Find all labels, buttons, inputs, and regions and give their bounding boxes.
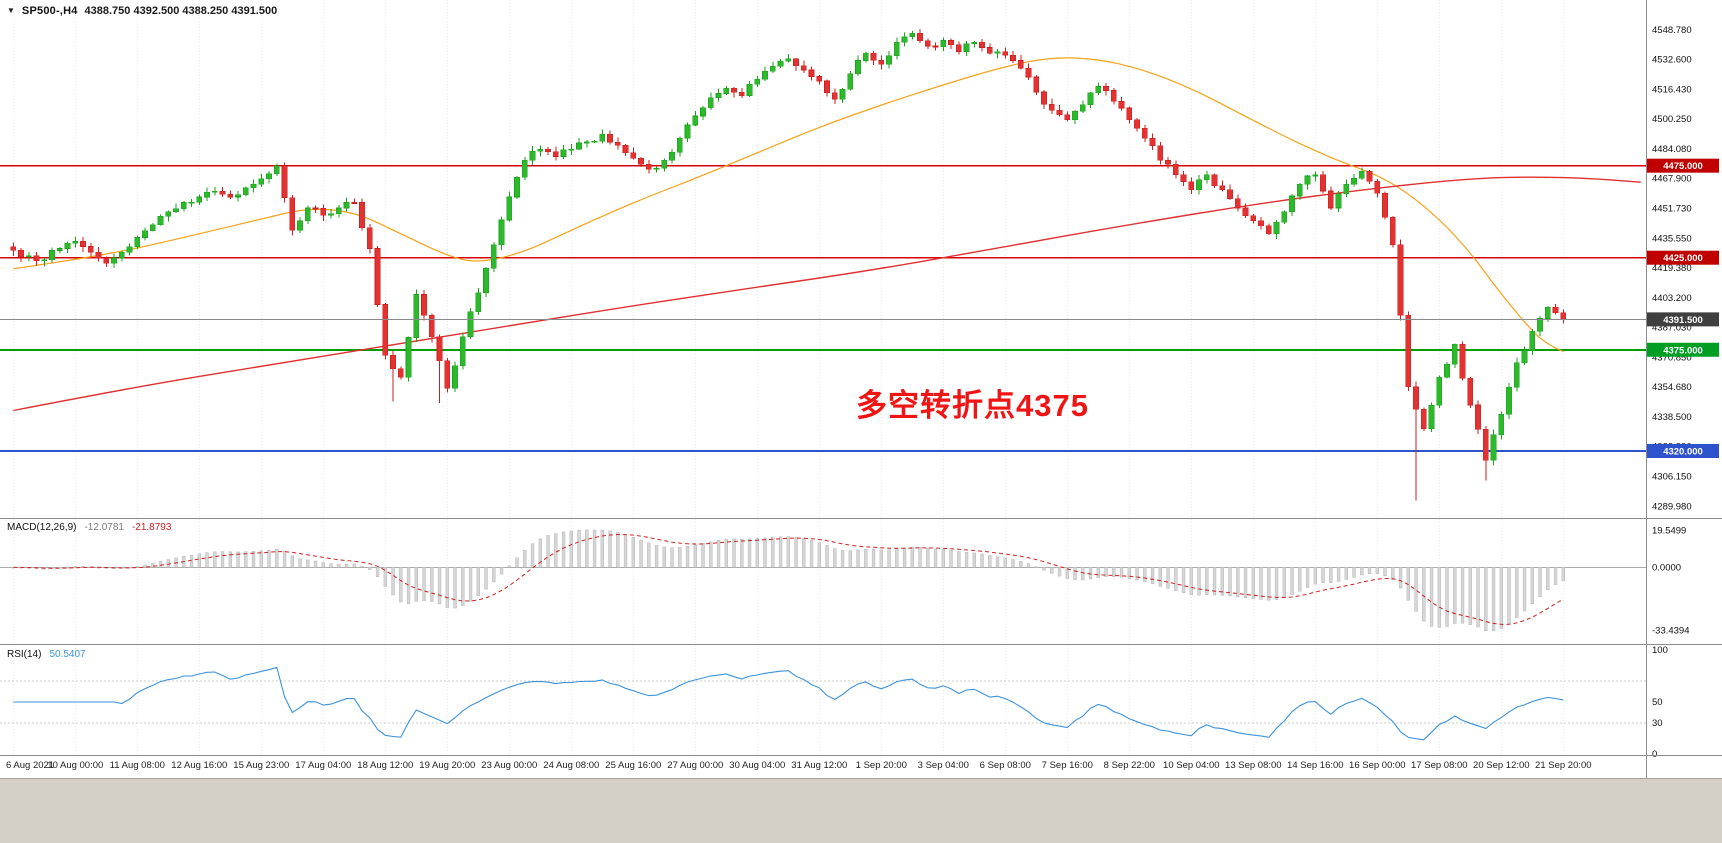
price-badge: 4475.000 [1663,161,1703,172]
time-axis-label: 17 Sep 08:00 [1411,760,1468,771]
rsi-axis-tick: 50 [1652,697,1663,708]
time-axis-label: 13 Sep 08:00 [1225,760,1282,771]
time-axis-label: 10 Aug 00:00 [47,760,103,771]
price-axis-tick: 4532.600 [1652,55,1692,66]
rsi-axis-tick: 100 [1652,645,1668,656]
candles[interactable] [10,29,1567,501]
time-axis-label: 31 Aug 12:00 [791,760,847,771]
horizontal-level-lines [0,164,1646,452]
panel-separators [0,518,1722,756]
price-axis-tick: 4484.080 [1652,144,1692,155]
time-axis-label: 24 Aug 08:00 [543,760,599,771]
time-axis-label: 6 Aug 2021 [6,760,54,771]
price-axis-tick: 4306.150 [1652,471,1692,482]
ohlc-values: 4388.750 4392.500 4388.250 4391.500 [84,5,278,17]
price-badges: 4475.000 4425.000 4391.500 4375.000 4320.000 [1647,158,1719,458]
rsi-axis-tick: 30 [1652,718,1663,729]
time-axis-label: 19 Aug 20:00 [419,760,475,771]
time-axis-label: 8 Sep 22:00 [1104,760,1155,771]
time-axis-label: 12 Aug 16:00 [171,760,227,771]
symbol-dropdown-icon[interactable]: ▼ [7,6,15,15]
price-badge: 4425.000 [1663,253,1703,264]
time-axis-label: 15 Aug 23:00 [233,760,289,771]
rsi-axis-tick: 0 [1652,749,1657,760]
time-axis-label: 14 Sep 16:00 [1287,760,1344,771]
price-axis-tick: 4338.500 [1652,412,1692,423]
macd-signal-line [13,533,1564,625]
price-axis-tick: 4548.780 [1652,25,1692,36]
time-axis-label: 20 Sep 12:00 [1473,760,1530,771]
macd-histogram [0,529,1646,632]
chart-canvas[interactable]: 4548.780 4532.600 4516.430 4500.250 4484.080… [0,0,1722,778]
price-badge: 4320.000 [1663,446,1703,457]
time-axis-label: 17 Aug 04:00 [295,760,351,771]
time-axis-label: 7 Sep 16:00 [1042,760,1093,771]
time-axis-label: 3 Sep 04:00 [918,760,969,771]
time-axis-label: 16 Sep 00:00 [1349,760,1406,771]
rsi-levels [0,680,1646,724]
time-axis-label: 11 Aug 08:00 [110,760,165,771]
macd-axis-tick: 19.5499 [1652,525,1686,536]
macd-axis-tick: 0.0000 [1652,562,1681,573]
macd-axis-tick: -33.4394 [1652,626,1690,637]
price-axis-tick: 4467.900 [1652,174,1692,185]
price-badge: 4375.000 [1663,345,1703,356]
chart-header: ▼ SP500-,H4 4388.750 4392.500 4388.250 4… [7,5,277,17]
time-axis-label: 18 Aug 12:00 [357,760,413,771]
price-axis-tick: 4403.200 [1652,293,1692,304]
price-axis-tick: 4435.550 [1652,233,1692,244]
time-axis-label: 25 Aug 16:00 [605,760,661,771]
ma-fast-line [13,57,1564,353]
time-axis-label: 23 Aug 00:00 [481,760,537,771]
price-badge: 4391.500 [1663,315,1703,326]
price-axis-tick: 4370.850 [1652,352,1692,363]
footer-bar [0,778,1722,843]
price-axis-tick: 4419.380 [1652,263,1692,274]
price-axis-tick: 4451.730 [1652,204,1692,215]
time-axis-label: 1 Sep 20:00 [856,760,907,771]
time-grid [12,0,1564,755]
time-axis-label: 6 Sep 08:00 [980,760,1031,771]
price-axis-tick: 4354.680 [1652,382,1692,393]
symbol-timeframe-label: SP500-,H4 [21,5,78,17]
rsi-line [13,666,1564,741]
time-axis-label: 27 Aug 00:00 [667,760,723,771]
ma-slow-line [13,176,1641,412]
price-axis-tick: 4289.980 [1652,501,1692,512]
price-scale-column[interactable]: 4548.780 4532.600 4516.430 4500.250 4484.080… [1646,0,1722,778]
time-axis-label: 21 Sep 20:00 [1535,760,1592,771]
time-axis-label: 10 Sep 04:00 [1163,760,1220,771]
price-axis-tick: 4516.430 [1652,84,1692,95]
price-axis-tick: 4500.250 [1652,114,1692,125]
time-axis-label: 30 Aug 04:00 [729,760,785,771]
price-axis-tick: 4387.030 [1652,323,1692,334]
